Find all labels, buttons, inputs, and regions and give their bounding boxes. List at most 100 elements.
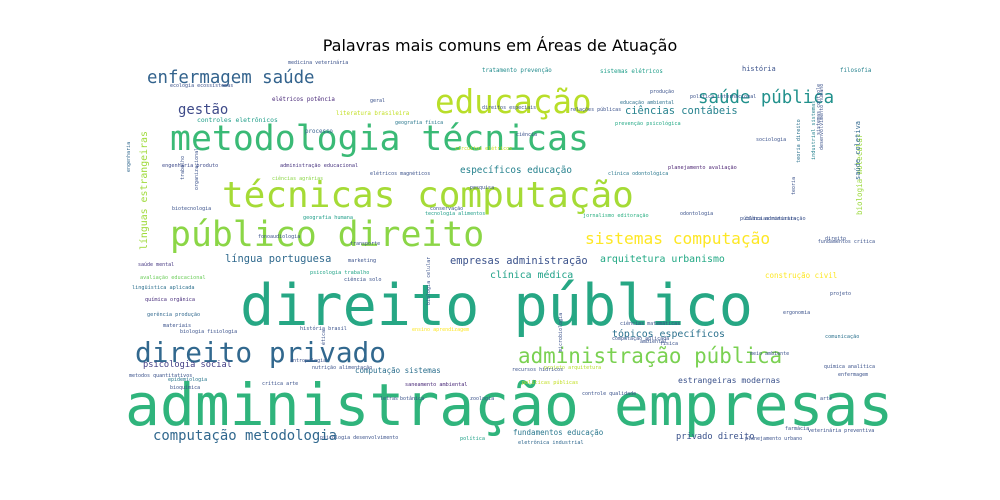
word-teoria-direito: teoria direito bbox=[796, 119, 802, 163]
word-comunicacao: comunicação bbox=[825, 334, 859, 340]
word-saneamento-ambiental: saneamento ambiental bbox=[405, 382, 467, 388]
word-quimica-analitica: química analítica bbox=[824, 363, 875, 370]
word-projeto: projeto bbox=[830, 291, 851, 297]
word-computacao-aplicada: computação aplicada bbox=[612, 336, 669, 342]
word-etica: ética bbox=[320, 330, 327, 345]
word-ciencia: ciência bbox=[516, 131, 537, 138]
word-psicologia-social: psicologia social bbox=[143, 360, 232, 370]
word-psicologia-desenvolvimento: psicologia desenvolvimento bbox=[320, 435, 398, 441]
word-arquitetura-urbanismo: arquitetura urbanismo bbox=[600, 254, 725, 265]
word-meio-ambiente: meio ambiente bbox=[750, 351, 789, 357]
word-fonoaudiologia: fonoaudiologia bbox=[258, 234, 300, 240]
word-eletricos-potencia: elétricos potência bbox=[272, 96, 335, 103]
word-controle-qualidade: controle qualidade bbox=[582, 391, 636, 397]
word-tecnologia-alimentos: tecnologia alimentos bbox=[425, 211, 485, 217]
word-publico-direito: público direito bbox=[170, 215, 484, 255]
word-pesquisa: pesquisa bbox=[470, 185, 494, 191]
word-biologia-fisiologia: biologia fisiologia bbox=[180, 329, 237, 335]
word-gerencia-producao: gerência produção bbox=[147, 311, 200, 318]
word-direito: direito bbox=[825, 236, 846, 242]
word-jornalismo-editoracao: jornalismo editoração bbox=[583, 213, 649, 219]
word-tratamento-prevencao: tratamento prevenção bbox=[482, 68, 552, 74]
word-direito-publico: direito público bbox=[240, 273, 753, 339]
word-politica: política bbox=[460, 435, 485, 442]
word-ciencias-naturais: ciências naturais bbox=[745, 215, 796, 222]
word-linguistica-aplicada: lingüística aplicada bbox=[132, 284, 194, 291]
word-veterinaria-preventiva: veterinária preventiva bbox=[808, 427, 874, 434]
word-processo: processo bbox=[305, 129, 333, 135]
word-fisica: física bbox=[660, 340, 678, 347]
word-historia-brasil: história brasil bbox=[300, 325, 347, 332]
word-arte: arte bbox=[820, 396, 832, 402]
word-literatura-brasileira: literatura brasileira bbox=[336, 111, 409, 117]
word-eletronica-industrial: eletrônica industrial bbox=[518, 439, 584, 446]
word-critica-arte: crítica arte bbox=[262, 380, 298, 387]
word-geografia-humana: geografia humana bbox=[303, 215, 353, 221]
word-saude-mental: saúde mental bbox=[138, 261, 174, 268]
word-filosofia: filosofia bbox=[840, 68, 871, 74]
word-computacao-sistemas: computação sistemas bbox=[355, 366, 441, 375]
word-conservacao: conservação bbox=[430, 206, 463, 212]
word-topicos-especificos: tópicos específicos bbox=[612, 328, 725, 340]
word-politica-internacional: política internacional bbox=[690, 93, 756, 100]
word-clinica-odontologica: clínica odontológica bbox=[608, 170, 668, 177]
word-quimica-organica: química orgânica bbox=[145, 296, 195, 303]
word-prevencao-psicologica: prevenção psicológica bbox=[615, 120, 681, 127]
word-ciencias-contabeis: ciências contábeis bbox=[625, 105, 738, 117]
word-ensino-aprendizagem: ensino aprendizagem bbox=[412, 327, 469, 333]
word-administracao-publica: administração pública bbox=[518, 344, 782, 368]
word-letras: letras bbox=[380, 396, 398, 402]
word-metodologia-tecnicas: metodologia técnicas bbox=[170, 119, 589, 159]
word-educacao-ambiental: educação ambiental bbox=[620, 100, 674, 106]
word-ambiental: ambiental bbox=[640, 339, 667, 345]
word-politicas-publicas: políticas públicas bbox=[522, 379, 578, 386]
word-ergonomia: ergonomia bbox=[783, 310, 810, 316]
word-medicina-veterinaria: medicina veterinária bbox=[288, 59, 348, 66]
word-direitos-especiais: direitos especiais bbox=[482, 105, 536, 111]
word-direito-privado: direito privado bbox=[135, 336, 386, 369]
word-educacao: educação bbox=[435, 83, 592, 121]
word-sistemas-controle: sistemas controle bbox=[816, 84, 822, 135]
word-planejamento-urbano: planejamento urbano bbox=[745, 436, 802, 442]
word-biologia-celular: biologia celular bbox=[426, 257, 432, 305]
word-zoologia: zoologia bbox=[470, 396, 494, 402]
word-tecnicas-computacao: técnicas computação bbox=[222, 175, 634, 216]
word-especificos-educacao: específicos educação bbox=[460, 165, 572, 176]
word-privado-direito: privado direito bbox=[676, 432, 754, 442]
word-marketing: marketing bbox=[348, 258, 376, 264]
word-projeto-arquitetura: projeto arquitetura bbox=[544, 365, 601, 371]
word-estrangeiras-modernas: estrangeiras modernas bbox=[678, 375, 780, 385]
word-planejamento-avaliacao: planejamento avaliação bbox=[668, 165, 737, 171]
word-construcao-civil: construção civil bbox=[765, 271, 837, 280]
word-fundamentos-educacao: fundamentos educação bbox=[513, 428, 604, 437]
word-clinica-medica: clínica médica bbox=[490, 269, 573, 281]
word-ciencias-matematicas: ciências matemáticas bbox=[620, 320, 680, 327]
word-geral: geral bbox=[370, 98, 385, 104]
word-computacao-metodologia: computação metodologia bbox=[153, 428, 337, 444]
word-cloud-words: administração empresas direito público téc… bbox=[125, 59, 893, 446]
word-nutricao-alimentacao: nutrição alimentação bbox=[312, 365, 372, 371]
word-recursos-hidricos: recursos hídricos bbox=[512, 366, 563, 373]
word-administracao-empresas: administração empresas bbox=[125, 371, 893, 439]
word-publica-administracao: pública administração bbox=[740, 215, 806, 222]
word-engenharia: engenharia bbox=[126, 142, 132, 172]
word-saude-publica: saúde pública bbox=[698, 88, 834, 108]
word-enfermagem-saude: enfermagem saúde bbox=[147, 68, 315, 88]
word-circuitos-eletricos: circuitos elétricos bbox=[455, 145, 512, 152]
word-psicologia-trabalho: psicologia trabalho bbox=[310, 270, 369, 276]
word-avaliacao-educacional: avaliação educacional bbox=[140, 275, 206, 281]
word-sistemas-computacao: sistemas computação bbox=[585, 229, 770, 248]
word-fundamentos-critica: fundamentos crítica bbox=[818, 238, 875, 245]
word-botanica: botânica bbox=[400, 395, 424, 402]
word-gestao: gestão bbox=[178, 102, 228, 118]
word-ecologia-ecossistemas: ecologia ecossistemas bbox=[170, 83, 233, 89]
word-industrial-sistemas: industrial sistemas bbox=[811, 101, 817, 160]
word-microbiologia: microbiologia bbox=[558, 313, 564, 352]
word-organizacional: organizacional bbox=[194, 148, 200, 190]
word-bioquimica: bioquímica bbox=[170, 384, 200, 391]
word-geografia-fisica: geografia física bbox=[395, 119, 443, 126]
word-desenvolvimento-humano: desenvolvimento humano bbox=[819, 84, 825, 150]
word-lingua-portuguesa: língua portuguesa bbox=[225, 253, 331, 265]
word-sistemas-eletricos: sistemas elétricos bbox=[600, 68, 663, 75]
